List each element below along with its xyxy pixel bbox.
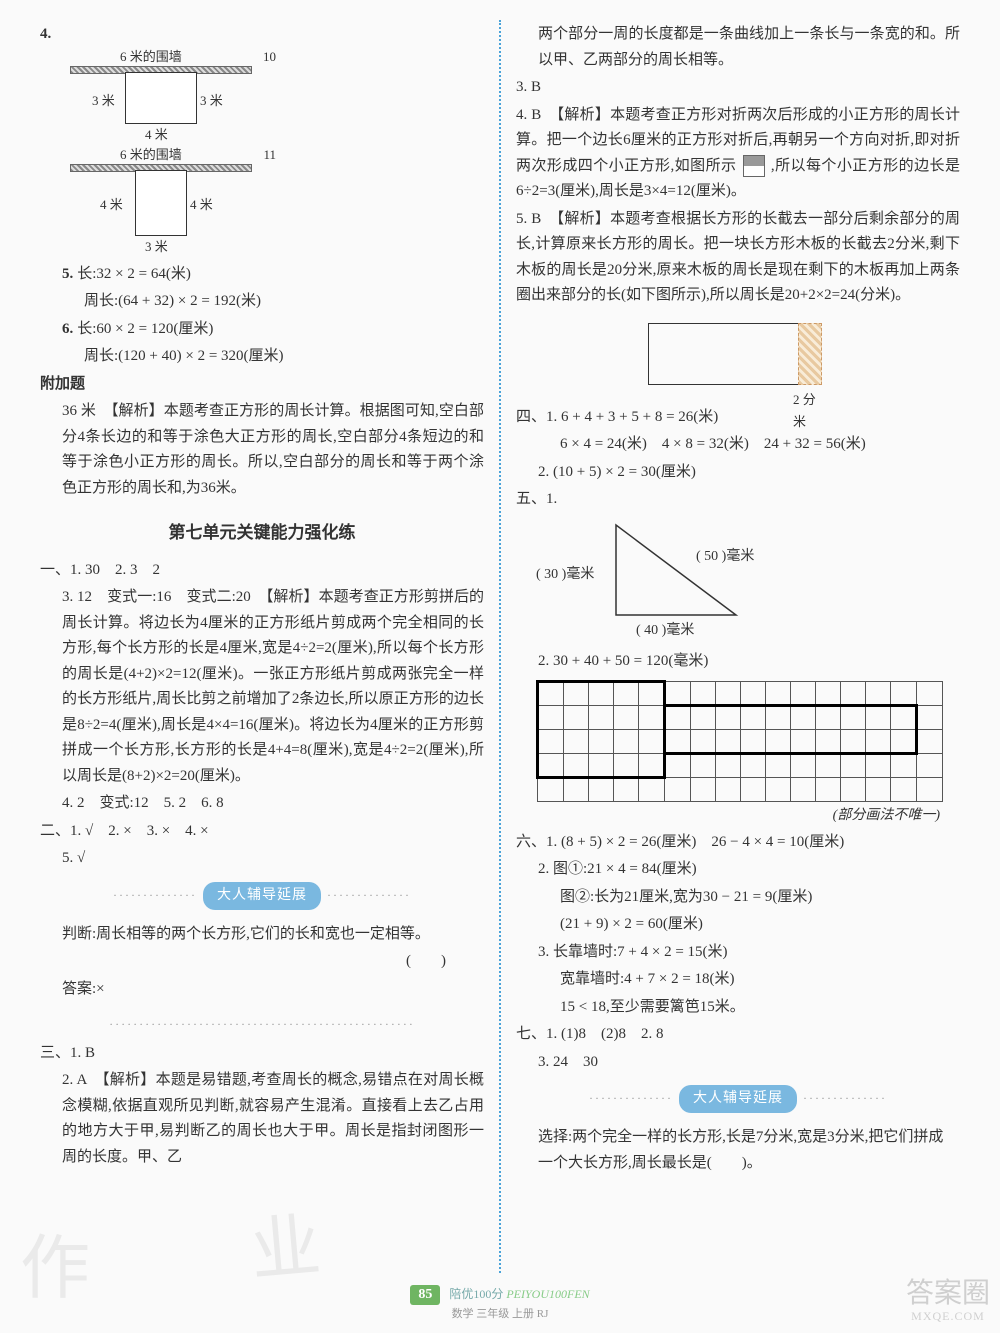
tri-a: ( 30 )毫米 [536, 563, 594, 587]
footer: 85 陪优100分 PEIYOU100FEN 数学 三年级 上册 RJ [0, 1285, 1000, 1321]
q6-l1: 6.长:60 × 2 = 120(厘米) [40, 317, 484, 343]
dim-r: 3 米 [200, 90, 223, 112]
rect [135, 170, 187, 236]
ext1-l2: ( ) [62, 949, 476, 975]
liu-l2: 2. 图①:21 × 4 = 84(厘米) [516, 857, 960, 883]
wu-l2: 2. 30 + 40 + 50 = 120(毫米) [516, 649, 960, 675]
si-l2: 6 × 4 = 24(米) 4 × 8 = 32(米) 24 + 32 = 56… [516, 432, 960, 458]
footer-t2: PEIYOU100FEN [506, 1287, 589, 1301]
qi-l2: 3. 24 30 [516, 1050, 960, 1076]
r-cont: 两个部分一周的长度都是一条曲线加上一条长与一条宽的和。所以甲、乙两部分的周长相等… [516, 22, 960, 73]
ext1-pill: 大人辅导延展 [203, 882, 321, 910]
q5-l2: 周长:(64 + 32) × 2 = 192(米) [40, 289, 484, 315]
q4: 4. [40, 22, 484, 48]
ext1-l1: 判断:周长相等的两个长方形,它们的长和宽也一定相等。 [62, 922, 476, 948]
triangle-figure: ( 30 )毫米 ( 50 )毫米 ( 40 )毫米 [546, 515, 786, 645]
ext1-box: 判断:周长相等的两个长方形,它们的长和宽也一定相等。 ( ) 答案:× [58, 916, 480, 1009]
dim-l: 3 米 [92, 90, 115, 112]
r-a5: 5. B 【解析】本题考查根据长方形的长截去一部分后剩余部分的周长,计算原来长方… [516, 207, 960, 309]
liu-l5: 3. 长靠墙时:7 + 4 × 2 = 15(米) [516, 940, 960, 966]
r-a3: 3. B [516, 75, 960, 101]
q6-l2: 周长:(120 + 40) × 2 = 320(厘米) [40, 344, 484, 370]
san-t2: 2. A 【解析】本题是易错题,考查周长的概念,易错点在对周长概念模糊,依据直观… [40, 1068, 484, 1170]
cut-main-rect [648, 323, 800, 385]
page-number: 85 [410, 1285, 440, 1305]
si-l1: 四、1. 6 + 4 + 3 + 5 + 8 = 26(米) [516, 405, 960, 431]
q4-num: 4. [40, 26, 51, 42]
qi-l1: 七、1. (1)8 (2)8 2. 8 [516, 1022, 960, 1048]
unit-title: 第七单元关键能力强化练 [40, 519, 484, 548]
right-column: 两个部分一周的长度都是一条曲线加上一条长与一条宽的和。所以甲、乙两部分的周长相等… [501, 0, 1000, 1333]
san-head: 三、1. B [40, 1041, 484, 1067]
wu-head: 五、1. [516, 487, 960, 513]
bonus-text: 36 米 【解析】本题考查正方形的周长计算。根据图可知,空白部分4条长边的和等于… [40, 399, 484, 501]
ext1-end: ········································… [40, 1014, 484, 1034]
grid-note: (部分画法不唯一) [516, 804, 960, 828]
dim-b: 4 米 [145, 124, 168, 146]
liu-l7: 15 < 18,至少需要篱笆15米。 [516, 995, 960, 1021]
rect [125, 72, 197, 124]
ext1-row: ··············大人辅导延展·············· [40, 882, 484, 910]
footer-t1: 陪优100分 [449, 1287, 503, 1301]
triangle-svg [606, 515, 756, 625]
q5-l1: 5.长:32 × 2 = 64(米) [40, 262, 484, 288]
unit-aa: 一、1. 30 2. 3 2 [40, 558, 484, 584]
ext2-t: 选择:两个完全一样的长方形,长是7分米,宽是3分米,把它们拼成一个大长方形,周长… [538, 1125, 952, 1176]
ext1-l3: 答案:× [62, 977, 476, 1003]
grid-figure [536, 680, 960, 802]
liu-l3: 图②:长为21厘米,宽为30 − 21 = 9(厘米) [516, 885, 960, 911]
bonus-title: 附加题 [40, 372, 484, 398]
q4-fig2: 6 米的围墙 11 4 米 4 米 3 米 [70, 150, 270, 254]
unit-a4: 4. 2 变式:12 5. 2 6. 8 [40, 791, 484, 817]
dim-l: 4 米 [100, 194, 123, 216]
liu-l4: (21 + 9) × 2 = 60(厘米) [516, 912, 960, 938]
wall-label: 6 米的围墙 [120, 46, 182, 68]
page: 4. 6 米的围墙 10 3 米 3 米 4 米 6 米的围墙 11 4 米 4… [0, 0, 1000, 1333]
ext2-pill: 大人辅导延展 [679, 1085, 797, 1113]
unit-a3: 3. 12 变式一:16 变式二:20 【解析】本题考查正方形剪拼后的周长计算。… [40, 585, 484, 789]
corner-url: MXQE.COM [906, 1310, 990, 1323]
si-l3: 2. (10 + 5) × 2 = 30(厘米) [516, 460, 960, 486]
r-a4: 4. B 【解析】本题考查正方形对折两次后形成的小正方形的周长计算。把一个边长6… [516, 103, 960, 205]
corner-watermark: 答案圈 MXQE.COM [906, 1279, 990, 1323]
unit-b5: 5. √ [40, 846, 484, 872]
cut-label: 2 分米 [793, 389, 828, 433]
ext2-row: ··············大人辅导延展·············· [516, 1085, 960, 1113]
grid-table [536, 680, 943, 802]
text: 长:60 × 2 = 120(厘米) [77, 321, 213, 337]
unit-b: 二、1. √ 2. × 3. × 4. × [40, 819, 484, 845]
idx-label: 11 [263, 144, 276, 166]
cut-off-rect [798, 323, 822, 385]
tri-c: ( 40 )毫米 [636, 619, 694, 643]
idx-label: 10 [263, 46, 276, 68]
wall-label: 6 米的围墙 [120, 144, 182, 166]
fold-square-icon [743, 155, 765, 177]
dim-b: 3 米 [145, 236, 168, 258]
text: 长:32 × 2 = 64(米) [77, 266, 191, 282]
liu-l6: 宽靠墙时:4 + 7 × 2 = 18(米) [516, 967, 960, 993]
q6-num: 6. [62, 321, 73, 337]
cut-figure: 2 分米 [648, 313, 828, 403]
footer-t3: 数学 三年级 上册 RJ [452, 1308, 549, 1320]
corner-text: 答案圈 [906, 1279, 990, 1310]
left-column: 4. 6 米的围墙 10 3 米 3 米 4 米 6 米的围墙 11 4 米 4… [0, 0, 499, 1333]
dim-r: 4 米 [190, 194, 213, 216]
q4-fig1: 6 米的围墙 10 3 米 3 米 4 米 [70, 52, 270, 142]
liu-l1: 六、1. (8 + 5) × 2 = 26(厘米) 26 − 4 × 4 = 1… [516, 830, 960, 856]
tri-b: ( 50 )毫米 [696, 545, 754, 569]
q5-num: 5. [62, 266, 73, 282]
ext2-box: 选择:两个完全一样的长方形,长是7分米,宽是3分米,把它们拼成一个大长方形,周长… [534, 1119, 956, 1182]
